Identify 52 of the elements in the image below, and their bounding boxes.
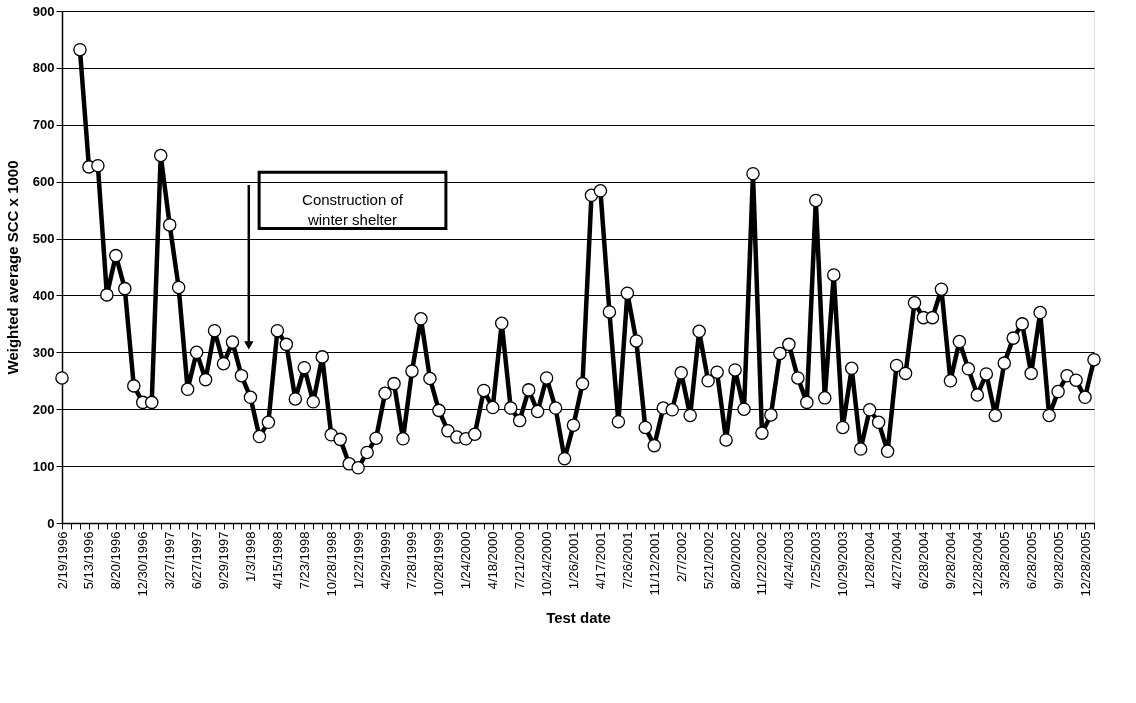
x-tick-label: 9/29/1997 — [216, 531, 232, 590]
x-tick-label: 8/20/2002 — [727, 531, 743, 590]
x-tick-label: 9/28/2005 — [1050, 531, 1066, 590]
x-tick-label: 10/28/1999 — [431, 531, 447, 597]
x-tick-label: 7/25/2003 — [808, 531, 824, 590]
x-tick-label: 4/18/2000 — [485, 531, 501, 590]
x-tick-label: 4/24/2003 — [781, 531, 797, 590]
y-tick-label: 900 — [32, 3, 55, 19]
x-tick-label: 5/21/2002 — [700, 531, 716, 590]
y-tick-label: 600 — [32, 174, 55, 190]
x-tick-label: 12/30/1996 — [135, 531, 151, 597]
x-axis-title: Test date — [546, 608, 611, 626]
x-tick-label: 7/23/1998 — [296, 531, 312, 590]
x-tick-label: 1/26/2001 — [566, 531, 582, 590]
x-tick-label: 11/22/2002 — [754, 531, 770, 596]
x-tick-label: 1/28/2004 — [862, 531, 878, 590]
x-tick-label: 5/13/1996 — [81, 531, 97, 590]
x-tick-label: 12/28/2005 — [1077, 531, 1093, 597]
y-tick-label: 300 — [32, 344, 55, 360]
x-tick-label: 1/3/1998 — [242, 531, 258, 583]
x-tick-label: 2/19/1996 — [54, 531, 70, 590]
x-tick-label: 4/15/1998 — [269, 531, 285, 590]
y-tick-label: 100 — [32, 458, 55, 474]
x-tick-label: 7/21/2000 — [512, 531, 528, 590]
x-tick-label: 9/28/2004 — [942, 531, 958, 590]
x-tick-label: 7/26/2001 — [619, 531, 635, 590]
x-tick-label: 10/29/2003 — [835, 531, 851, 597]
x-tick-label: 1/22/1999 — [350, 531, 366, 590]
y-tick-label: 800 — [32, 60, 55, 76]
y-tick-label: 200 — [32, 401, 55, 417]
x-tick-label: 4/17/2001 — [592, 531, 608, 590]
x-tick-label: 6/28/2004 — [916, 531, 931, 590]
x-tick-label: 10/28/1998 — [323, 531, 339, 597]
x-tick-label: 8/20/1996 — [108, 531, 124, 590]
x-tick-label: 10/24/2000 — [539, 531, 555, 597]
x-tick-label: 7/28/1999 — [404, 531, 420, 590]
x-tick-label: 6/27/1997 — [189, 531, 205, 590]
x-tick-label: 1/24/2000 — [458, 531, 474, 590]
x-tick-label: 11/12/2001 — [646, 531, 662, 596]
x-tick-label: 3/27/1997 — [162, 531, 178, 590]
y-tick-label: 500 — [32, 231, 55, 247]
x-tick-label: 4/29/1999 — [377, 531, 393, 590]
y-tick-label: 0 — [47, 515, 55, 531]
annotation: Construction of winter shelter — [302, 191, 404, 229]
y-axis-title: Weighted average SCC x 1000 — [3, 160, 21, 375]
x-tick-label: 2/7/2002 — [673, 531, 689, 583]
x-tick-label: 6/28/2005 — [1023, 531, 1039, 590]
y-tick-label: 700 — [32, 117, 55, 133]
x-tick-label: 3/28/2005 — [996, 531, 1012, 590]
y-tick-label: 400 — [32, 287, 55, 303]
x-tick-label: 12/28/2004 — [969, 531, 985, 597]
x-tick-label: 4/27/2004 — [889, 531, 905, 590]
